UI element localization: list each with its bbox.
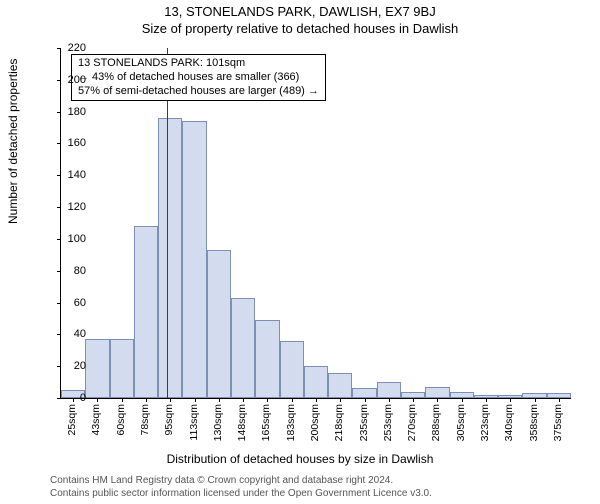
x-tick-label: 340sqm [503,404,515,441]
footer-line: Contains public sector information licen… [50,487,432,500]
x-tick-label: 43sqm [90,404,102,436]
x-tick-label: 358sqm [528,404,540,441]
x-tick-label: 60sqm [115,404,127,436]
y-tick-label: 40 [56,328,86,340]
x-tick-label: 235sqm [358,404,370,441]
y-tick-label: 80 [56,265,86,277]
histogram-bar [182,121,206,398]
y-tick-label: 200 [56,74,86,86]
x-tick-label: 165sqm [260,404,272,441]
y-tick-label: 160 [56,137,86,149]
annotation-box: 13 STONELANDS PARK: 101sqm ← 43% of deta… [71,54,326,101]
x-tick-label: 183sqm [285,404,297,441]
histogram-bar [328,373,352,398]
histogram-chart: 13 STONELANDS PARK: 101sqm ← 43% of deta… [60,48,571,399]
x-tick-label: 200sqm [309,404,321,441]
x-tick-label: 25sqm [66,404,78,436]
y-tick-label: 180 [56,106,86,118]
x-tick-label: 288sqm [430,404,442,441]
x-axis-label: Distribution of detached houses by size … [0,452,600,466]
x-tick-label: 323sqm [479,404,491,441]
histogram-bar [352,388,376,398]
y-tick-label: 120 [56,201,86,213]
x-tick-label: 218sqm [333,404,345,441]
page-title-desc: Size of property relative to detached ho… [0,21,600,36]
y-tick-label: 0 [56,392,86,404]
x-tick-label: 305sqm [455,404,467,441]
x-tick-label: 113sqm [188,404,200,441]
y-tick-label: 140 [56,169,86,181]
histogram-bar [85,339,109,398]
histogram-bar [425,387,449,398]
histogram-bar [110,339,134,398]
histogram-bar [134,226,158,398]
histogram-bar [255,320,279,398]
histogram-bar [304,366,328,398]
footer-line: Contains HM Land Registry data © Crown c… [50,474,432,487]
histogram-bar [158,118,182,398]
x-tick-label: 270sqm [406,404,418,441]
x-tick-label: 95sqm [163,404,175,436]
x-tick-label: 375sqm [552,404,564,441]
footer-attribution: Contains HM Land Registry data © Crown c… [50,474,432,500]
histogram-bar [231,298,255,398]
annotation-line: 57% of semi-detached houses are larger (… [78,85,319,99]
histogram-bar [377,382,401,398]
x-tick-label: 148sqm [236,404,248,441]
histogram-bar [207,250,231,398]
page-title-address: 13, STONELANDS PARK, DAWLISH, EX7 9BJ [0,4,600,19]
x-tick-label: 130sqm [212,404,224,441]
annotation-line: ← 43% of detached houses are smaller (36… [78,71,319,85]
y-tick-label: 20 [56,360,86,372]
x-tick-label: 253sqm [382,404,394,441]
y-tick-label: 220 [56,42,86,54]
y-tick-label: 60 [56,297,86,309]
y-axis-label: Number of detached properties [6,59,20,224]
y-tick-label: 100 [56,233,86,245]
histogram-bar [280,341,304,398]
annotation-line: 13 STONELANDS PARK: 101sqm [78,57,319,71]
x-tick-label: 78sqm [139,404,151,436]
